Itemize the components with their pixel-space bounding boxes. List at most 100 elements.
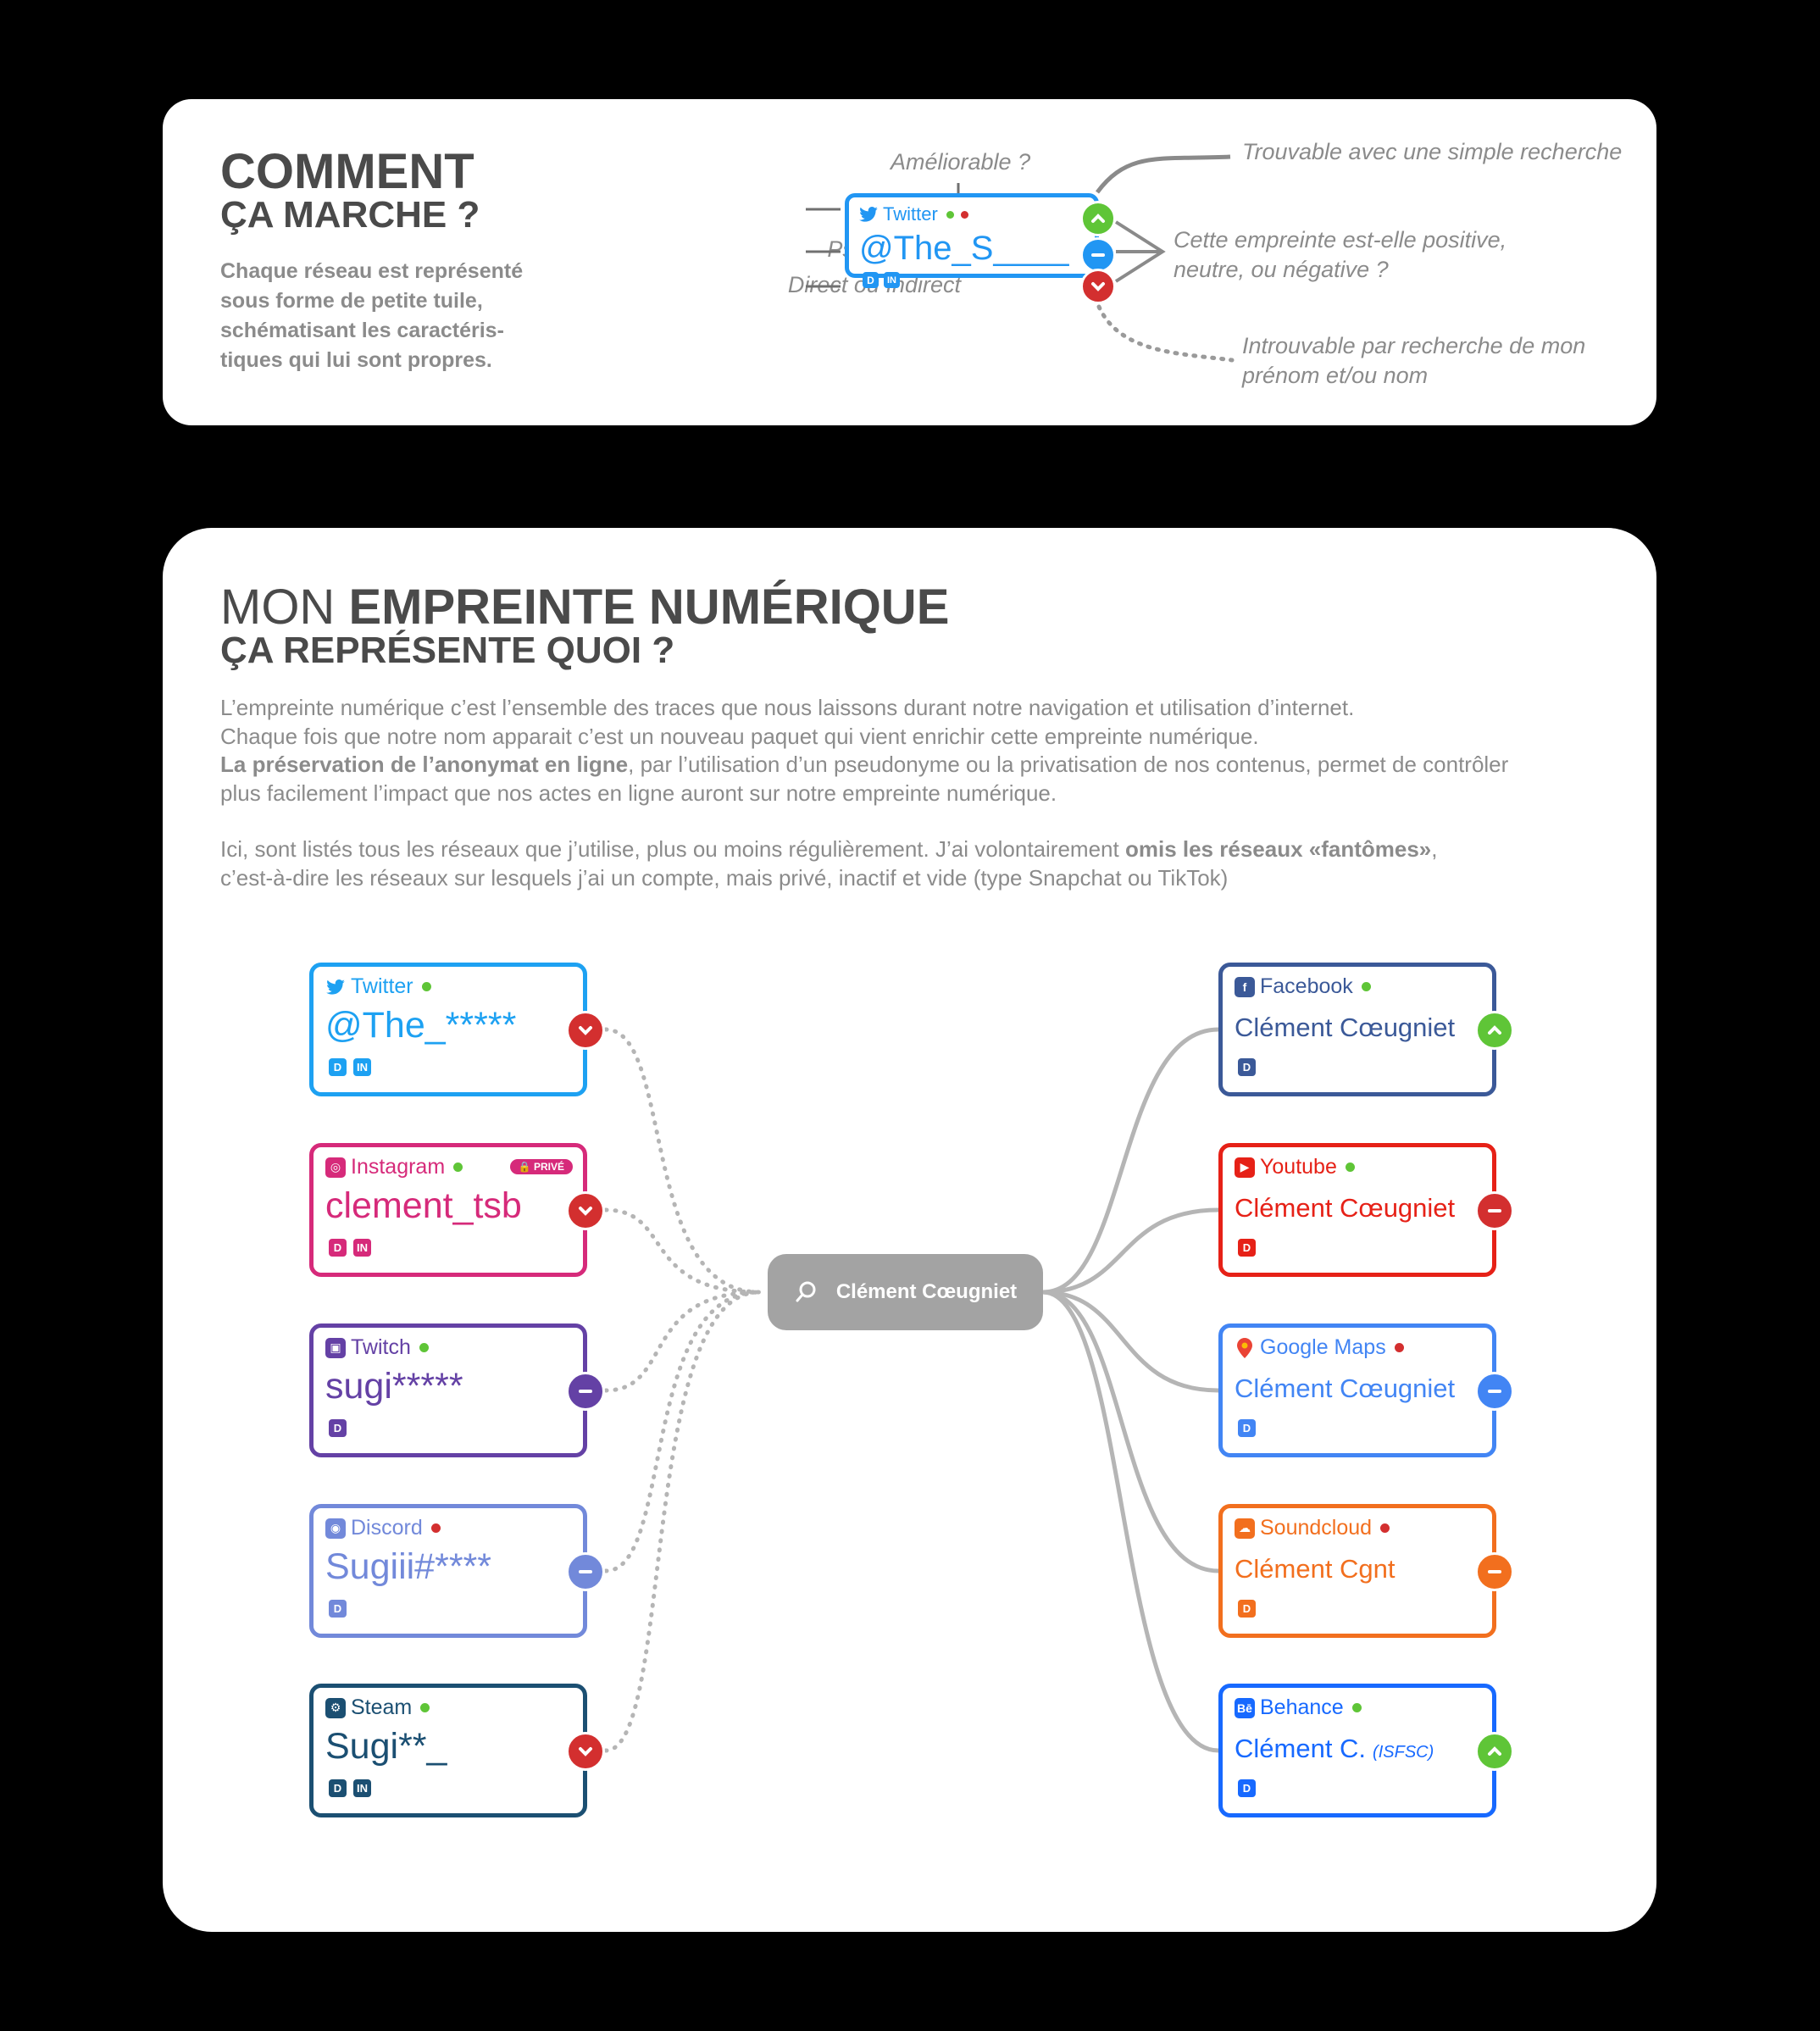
neutral-icon [1475,1191,1514,1230]
connector-twitter [603,1027,762,1295]
tags: D [1238,1058,1256,1076]
label-introuvable: Introuvable par recherche de mon prénom … [1242,333,1586,388]
tile-twitch: ▣ Twitch sugi***** D [309,1323,587,1457]
connector-soundcloud [1042,1290,1219,1573]
status-dot [1345,1163,1355,1172]
footprint-card: MON EMPREINTE NUMÉRIQUE ÇA REPRÉSENTE QU… [163,528,1656,1932]
tags: D IN [329,1058,371,1076]
pseudonym: Clément C. (ISFSC) [1235,1734,1434,1763]
tags: D IN [329,1779,371,1797]
tag-indirect: IN [884,272,900,288]
network-name: ◉ Discord [325,1516,441,1540]
network-name: Twitter [325,974,431,999]
demo-network: Twitter [859,203,968,225]
instagram-icon: ◎ [325,1157,346,1178]
tags: D [1238,1419,1256,1437]
neutral-icon [566,1372,605,1411]
tag-direct: D [329,1058,347,1076]
search-icon [796,1281,816,1302]
negative-icon [566,1011,605,1050]
label-trouvable: Trouvable avec une simple recherche [1242,139,1623,164]
tile-twitter: Twitter @The_***** D IN [309,963,587,1096]
demo-pseudo: @The_S____ [859,230,1069,267]
neutral-icon [1475,1552,1514,1591]
connector-facebook [1042,1027,1219,1295]
neutral-icon [1080,237,1116,273]
connector-youtube [1042,1207,1219,1295]
tag-indirect: IN [353,1779,371,1797]
tag-direct: D [1238,1239,1256,1257]
status-dot-green [946,210,954,219]
status-dot [430,1523,441,1533]
status-dot [1351,1703,1362,1712]
tags: D [1238,1239,1256,1257]
tags: D [1238,1779,1256,1797]
tile-discord: ◉ Discord Sugiii#**** D [309,1504,587,1638]
status-dot [421,982,431,991]
neutral-icon [1475,1372,1514,1411]
private-badge: 🔒 PRIVÉ [509,1159,573,1174]
neutral-icon [566,1552,605,1591]
how-title: COMMENT [220,144,474,199]
network-name: ☁ Soundcloud [1235,1516,1390,1540]
tag-direct: D [1238,1419,1256,1437]
pseudonym: Clément Cœugniet [1235,1193,1456,1223]
main-subtitle: ÇA REPRÉSENTE QUOI ? [220,630,675,671]
negative-icon [566,1732,605,1771]
discord-icon: ◉ [325,1518,346,1539]
steam-icon: ⚙ [325,1697,346,1718]
center-search-node: Clément Cœugniet [768,1254,1043,1330]
pseudonym: Clément Cœugniet [1235,1013,1456,1042]
pseudonym: Sugi**_ [325,1726,447,1767]
how-it-works-card: COMMENT ÇA MARCHE ? Chaque réseau est re… [163,99,1656,425]
pseudonym-suffix: (ISFSC) [1373,1743,1434,1762]
how-description: Chaque réseau est représenté sous forme … [220,259,524,372]
connector-behance [1042,1290,1219,1753]
tile-instagram: ◎ Instagram 🔒 PRIVÉ clement_tsb D IN [309,1143,587,1277]
positive-icon [1475,1011,1514,1050]
tile-google-maps: Google Maps Clément Cœugniet D [1218,1323,1496,1457]
pseudonym: sugi***** [325,1366,463,1407]
tag-direct: D [329,1779,347,1797]
tile-behance: Bē Behance Clément C. (ISFSC) D [1218,1684,1496,1817]
status-dot [1361,982,1371,991]
status-dot [1394,1343,1404,1352]
soundcloud-icon: ☁ [1235,1518,1255,1539]
negative-icon [1080,269,1116,304]
main-description: L’empreinte numérique c’est l’ensemble d… [220,695,1509,891]
connector-google-maps [1042,1290,1219,1393]
demo-tags: D IN [863,272,900,288]
network-name: ◎ Instagram [325,1155,463,1179]
network-name: ▶ Youtube [1235,1155,1355,1179]
how-connectors [806,154,1235,363]
connector-discord [603,1290,762,1573]
tag-direct: D [329,1419,347,1437]
tag-direct: D [863,272,879,288]
tile-youtube: ▶ Youtube Clément Cœugniet D [1218,1143,1496,1277]
twitter-icon [859,207,878,222]
tags: D [329,1419,347,1437]
connector-twitch [603,1290,762,1393]
status-dot [420,1703,430,1712]
tag-direct: D [1238,1600,1256,1618]
network-name: ▣ Twitch [325,1335,429,1360]
network-name: Bē Behance [1235,1695,1362,1720]
tag-direct: D [1238,1058,1256,1076]
tag-direct: D [1238,1779,1256,1797]
pseudonym: Clément Cgnt [1235,1554,1396,1584]
twitch-icon: ▣ [325,1337,346,1358]
connector-steam [603,1290,762,1753]
tags: D [1238,1600,1256,1618]
pseudonym: Sugiii#**** [325,1546,492,1587]
how-subtitle: ÇA MARCHE ? [220,194,480,236]
tags: D IN [329,1239,371,1257]
connector-instagram [603,1207,762,1295]
status-dot [419,1343,429,1352]
status-dot [1380,1523,1390,1533]
negative-icon [566,1191,605,1230]
tile-facebook: f Facebook Clément Cœugniet D [1218,963,1496,1096]
mindmap-connectors [603,1027,1219,1753]
pseudonym: clement_tsb [325,1185,522,1226]
positive-icon [1080,201,1116,236]
network-name: f Facebook [1235,974,1371,999]
